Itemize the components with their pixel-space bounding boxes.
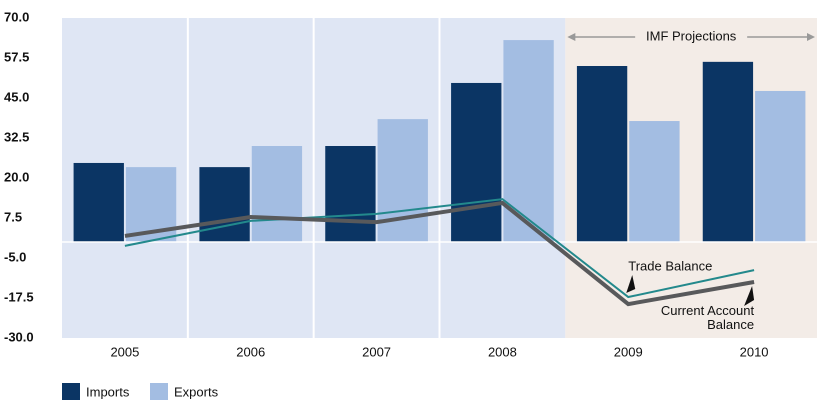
- line-annotation: Trade Balance: [628, 258, 712, 273]
- y-tick-label: -5.0: [4, 249, 26, 264]
- x-tick-label: 2009: [614, 344, 643, 359]
- y-tick-label: -30.0: [4, 329, 34, 344]
- arrow-head: [567, 33, 576, 41]
- bar: [325, 146, 376, 242]
- bar: [702, 61, 754, 243]
- line-annotation: Current Account Balance: [660, 303, 755, 332]
- y-tick-label: 20.0: [4, 169, 29, 184]
- legend-label: Exports: [174, 384, 219, 399]
- balance-line: [124, 200, 755, 307]
- bar: [377, 119, 428, 242]
- legend-label: Imports: [86, 384, 130, 399]
- annotation-pointer: [626, 275, 636, 294]
- x-tick-label: 2005: [110, 344, 139, 359]
- projection-label: IMF Projections: [646, 28, 737, 43]
- x-tick-label: 2010: [740, 344, 769, 359]
- x-tick-label: 2008: [488, 344, 517, 359]
- legend-swatch: [150, 383, 168, 400]
- bar: [451, 82, 502, 243]
- bar: [629, 121, 680, 242]
- balance-line: [124, 198, 755, 299]
- bar: [199, 167, 250, 242]
- y-tick-label: -17.5: [4, 289, 34, 304]
- y-tick-label: 7.5: [4, 209, 22, 224]
- annotation-pointer: [744, 286, 755, 306]
- bar: [576, 66, 628, 242]
- bar: [251, 146, 303, 242]
- y-tick-label: 45.0: [4, 89, 29, 104]
- y-tick-label: 70.0: [4, 9, 29, 24]
- bar: [755, 90, 806, 243]
- x-tick-label: 2006: [236, 344, 265, 359]
- x-tick-label: 2007: [362, 344, 391, 359]
- legend-swatch: [62, 383, 80, 400]
- y-tick-label: 57.5: [4, 49, 29, 64]
- arrow-head: [807, 33, 815, 41]
- bar: [73, 162, 124, 242]
- y-tick-label: 32.5: [4, 129, 29, 144]
